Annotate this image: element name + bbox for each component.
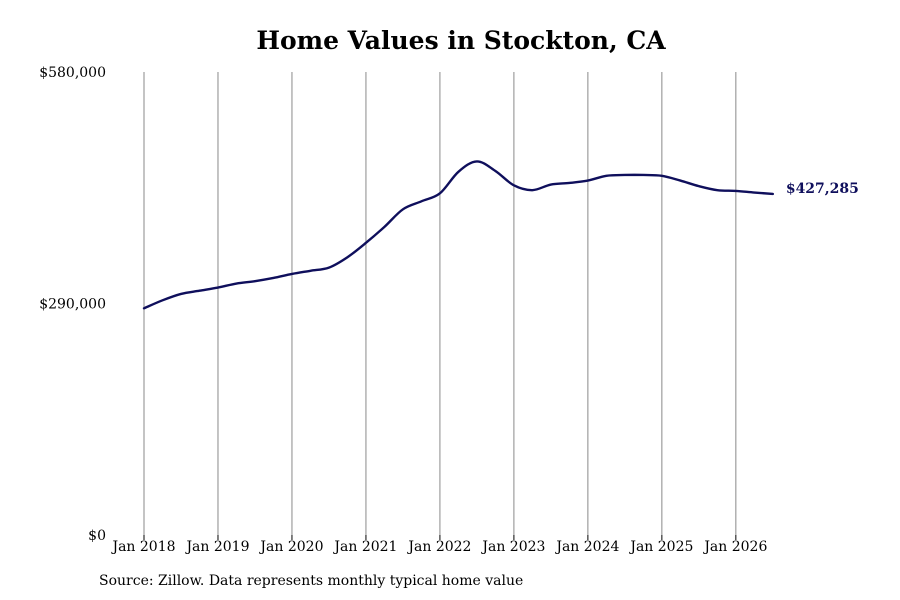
x-tick-label: Jan 2022 (406, 539, 471, 555)
x-tick-label: Jan 2023 (480, 539, 545, 555)
series-layer (142, 160, 775, 310)
source-note: Source: Zillow. Data represents monthly … (99, 573, 524, 589)
last-value-label: $427,285 (786, 181, 859, 197)
chart-title: Home Values in Stockton, CA (256, 26, 666, 55)
x-tick-label: Jan 2019 (184, 539, 249, 555)
x-tick-label: Jan 2021 (332, 539, 397, 555)
y-tick-label: $290,000 (39, 297, 106, 313)
value-labels: $427,285 (786, 181, 859, 197)
y-axis: $0 $290,000 $580,000 (39, 65, 106, 544)
gridlines (143, 72, 737, 535)
x-tick-label: Jan 2020 (258, 539, 323, 555)
series-line (142, 160, 775, 310)
x-tick-label: Jan 2024 (554, 539, 619, 555)
y-tick-label: $580,000 (39, 65, 106, 81)
y-tick-label: $0 (88, 528, 106, 544)
x-tick-label: Jan 2026 (702, 539, 767, 555)
x-axis: Jan 2018 Jan 2019 Jan 2020 Jan 2021 Jan 2022… (110, 535, 767, 555)
x-tick-label: Jan 2018 (110, 539, 175, 555)
x-tick-label: Jan 2025 (628, 539, 693, 555)
